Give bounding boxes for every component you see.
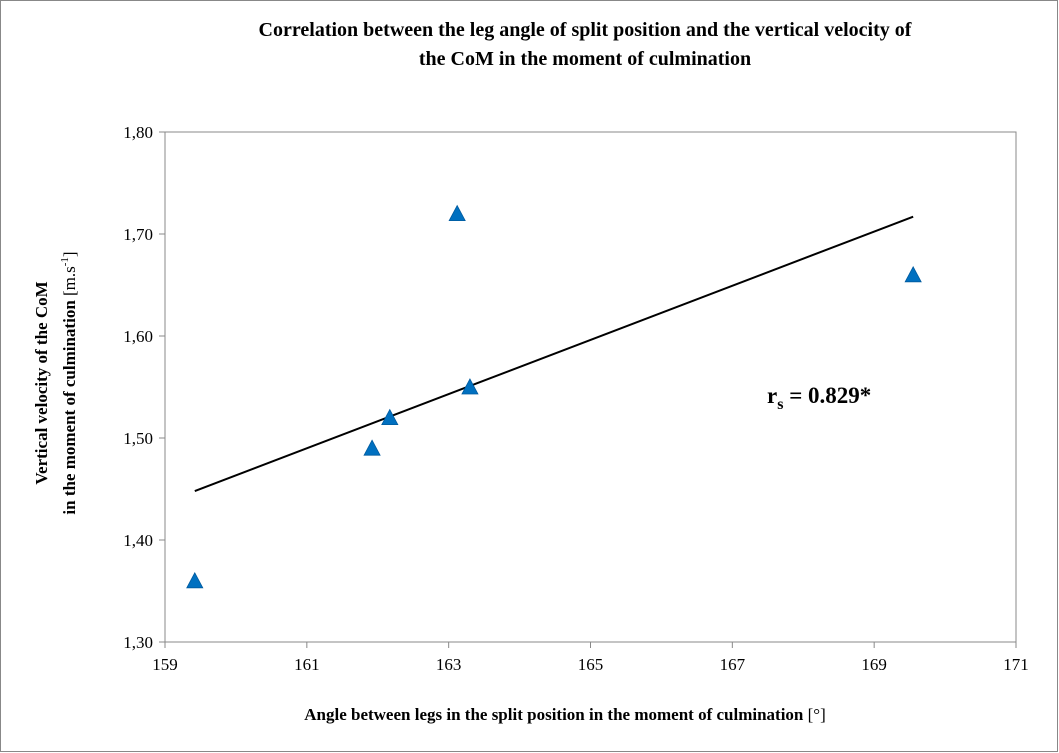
y-axis-unit-sup: -1 xyxy=(59,257,71,266)
trendline xyxy=(194,215,914,492)
y-tick-label: 1,60 xyxy=(123,327,153,346)
x-tick-label: 169 xyxy=(861,655,887,674)
x-axis-label: Angle between legs in the split position… xyxy=(304,705,826,724)
data-point xyxy=(461,378,479,395)
y-axis-label-line-1: Vertical velocity of the CoM xyxy=(32,281,51,484)
y-tick-label: 1,50 xyxy=(123,429,153,448)
x-tick-label: 161 xyxy=(294,655,320,674)
x-tick-label: 171 xyxy=(1003,655,1029,674)
x-tick-label: 167 xyxy=(720,655,746,674)
annotation-symbol: r xyxy=(767,383,777,408)
y-axis-unit-end: ] xyxy=(60,251,79,257)
y-axis-label-line-2-text: in the moment of culmination xyxy=(60,300,79,515)
y-tick-label: 1,30 xyxy=(123,633,153,652)
data-point xyxy=(381,408,399,426)
data-point xyxy=(363,439,381,456)
x-axis-unit: [°] xyxy=(808,705,826,724)
x-tick-label: 163 xyxy=(436,655,462,674)
y-tick-label: 1,80 xyxy=(123,123,153,142)
y-axis-unit: [m.s xyxy=(60,266,79,296)
data-point xyxy=(448,204,466,222)
x-axis-label-text: Angle between legs in the split position… xyxy=(304,705,804,724)
annotation-value: = 0.829* xyxy=(783,383,871,408)
chart-title-line-1: Correlation between the leg angle of spl… xyxy=(259,19,912,41)
y-axis-label: Vertical velocity of the CoM in the mome… xyxy=(32,251,79,514)
x-tick-label: 165 xyxy=(578,655,604,674)
y-tick-label: 1,40 xyxy=(123,531,153,550)
y-tick-label: 1,70 xyxy=(123,225,153,244)
data-point xyxy=(904,265,922,283)
y-axis-label-line-2: in the moment of culmination [m.s-1] xyxy=(59,251,79,514)
annotation-subscript: s xyxy=(777,396,783,413)
data-point xyxy=(186,571,204,589)
chart-title-line-2: the CoM in the moment of culmination xyxy=(419,48,751,70)
correlation-annotation: rs = 0.829* xyxy=(767,383,871,413)
x-tick-label: 159 xyxy=(152,655,178,674)
